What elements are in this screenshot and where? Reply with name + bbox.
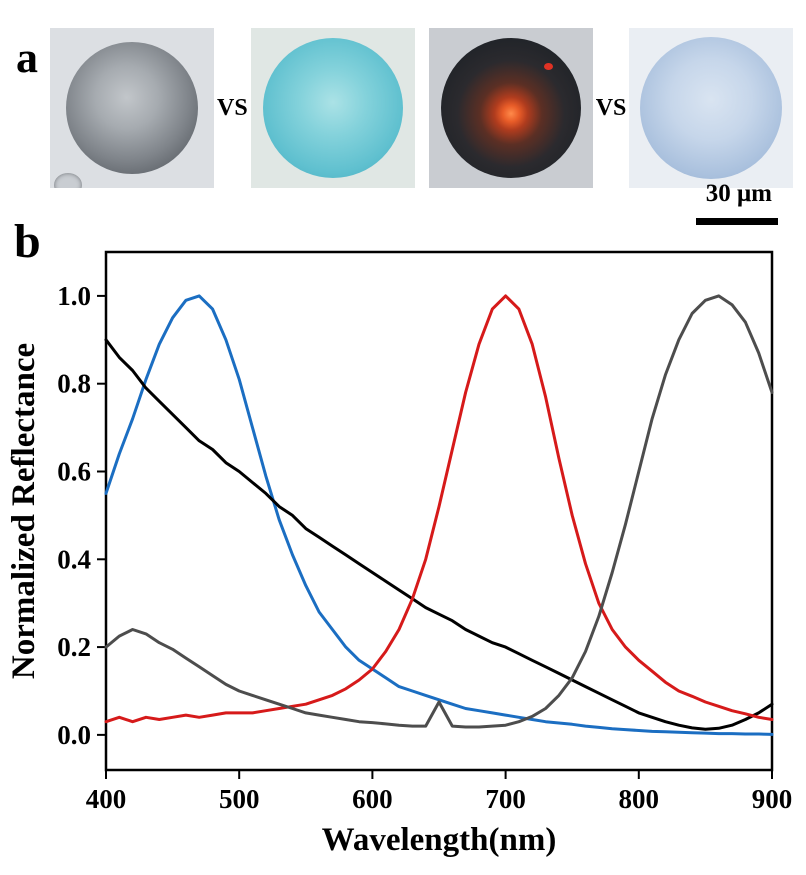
micrograph-row: VS VS: [50, 28, 806, 188]
x-tick-label: 400: [86, 784, 127, 814]
satellite-droplet: [54, 173, 82, 188]
microsphere: [640, 37, 783, 179]
spectrum-curve-blue-spectrum-peak-470nm: [104, 294, 774, 736]
micrograph: [50, 28, 214, 188]
spectrum-curve-red-spectrum-peak-700nm: [104, 294, 774, 724]
y-axis-title: Normalized Reflectance: [6, 343, 42, 679]
x-tick-label: 700: [485, 784, 526, 814]
spectra-chart: 400 500 600 700 800 900 0.0 0.2 0.4 0.6 0.8 1.0 Wave…: [6, 250, 793, 858]
y-tick-label: 0.0: [57, 720, 91, 750]
y-tick-label: 0.4: [57, 544, 91, 574]
plot-frame: [104, 250, 774, 772]
y-tick-label: 0.8: [57, 369, 91, 399]
microsphere: [66, 42, 198, 174]
scale-bar: [696, 218, 778, 225]
x-tick-label: 600: [352, 784, 393, 814]
y-tick-label: 0.2: [57, 632, 91, 662]
panel-b-label: b: [14, 215, 41, 268]
x-tick-label: 900: [752, 784, 793, 814]
y-tick-label: 1.0: [57, 281, 91, 311]
x-axis-title: Wavelength(nm): [322, 822, 557, 858]
x-tick-label: 500: [219, 784, 260, 814]
micrograph: [428, 28, 593, 188]
micrograph: [250, 28, 415, 188]
figure: a VS VS 30 μm b 400 500 600 7: [0, 28, 806, 870]
panel-a: a VS VS 30 μm: [0, 28, 806, 234]
vs-label: VS: [595, 94, 627, 121]
panel-a-label: a: [16, 33, 38, 82]
x-tick-label: 800: [619, 784, 660, 814]
microsphere: [262, 38, 403, 178]
scale-bar-label: 30 μm: [705, 180, 772, 207]
y-tick-label: 0.6: [57, 456, 91, 486]
micrograph: [629, 28, 794, 188]
spectrum-curve-black-spectrum-broadband-decay: [104, 338, 774, 731]
vs-label: VS: [217, 94, 248, 121]
red-speck: [544, 63, 554, 71]
panel-b: b 400 500 600 700 800 900 0.0 0.2 0.4 0.6 0.8 1.0 Wa…: [0, 218, 806, 870]
microsphere: [440, 38, 581, 178]
spectrum-curve-dark-gray-spectrum-peak-860nm: [104, 294, 774, 729]
